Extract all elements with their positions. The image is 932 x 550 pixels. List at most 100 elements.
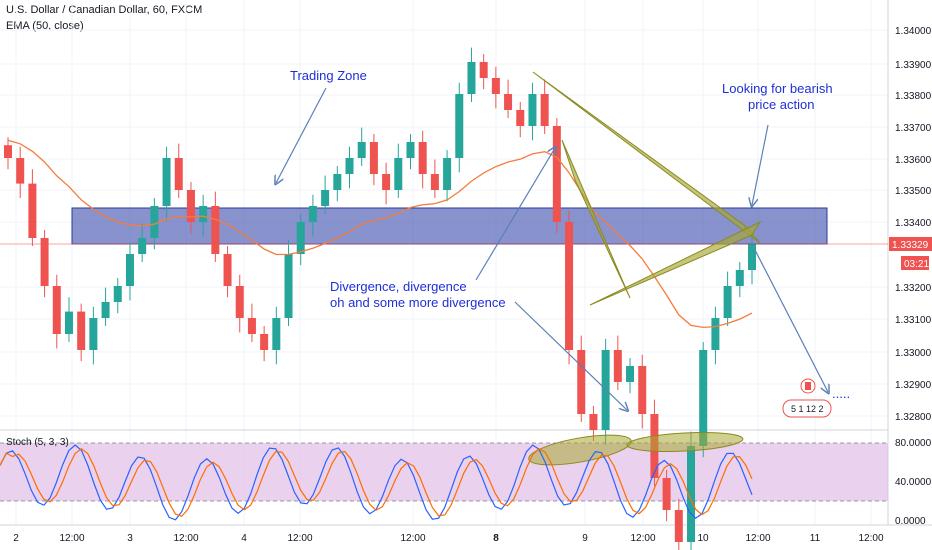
- ema-label: EMA (50, close): [6, 20, 84, 32]
- chart-title: U.S. Dollar / Canadian Dollar, 60, FXCM: [6, 4, 203, 16]
- candle-body: [113, 286, 122, 302]
- candle-body: [89, 318, 98, 350]
- countdown-badge: [901, 256, 929, 270]
- candle-body: [52, 286, 61, 334]
- candle-body: [382, 174, 391, 190]
- time-tick: 12:00: [400, 533, 425, 544]
- candle-body: [613, 350, 622, 382]
- arrow-divergence-down: [514, 301, 627, 410]
- candle-body: [516, 110, 525, 126]
- candle-body: [199, 206, 208, 222]
- candle-body: [211, 206, 220, 254]
- price-tick: 1.33200: [895, 283, 932, 294]
- candle-body: [406, 142, 415, 158]
- time-tick: 12:00: [745, 533, 770, 544]
- stoch-tick-40: 40.0000: [895, 477, 932, 488]
- price-tick: 1.33400: [895, 218, 932, 229]
- candle-body: [235, 286, 244, 318]
- us-events-badge[interactable]: [782, 399, 832, 418]
- last-price-label: 1.33329: [892, 240, 929, 251]
- time-tick: 12:00: [858, 533, 883, 544]
- candle-body: [308, 206, 317, 222]
- price-tick: 1.32800: [895, 412, 932, 423]
- ema-line: [7, 139, 753, 329]
- candle-body: [577, 350, 586, 414]
- divergence-triangle-left[interactable]: [561, 139, 631, 299]
- candle-body: [369, 142, 378, 174]
- candle-body: [284, 254, 293, 318]
- candle-body: [491, 78, 500, 94]
- candle-body: [662, 478, 671, 510]
- candle-body: [40, 238, 49, 286]
- candle-body: [77, 311, 86, 350]
- annotation-trading-zone: Trading Zone: [290, 68, 367, 83]
- annotation-bearish-1: Looking for bearish: [722, 81, 833, 96]
- candle-body: [748, 244, 756, 270]
- price-tick: 1.33000: [895, 348, 932, 359]
- candle-body: [272, 318, 281, 350]
- annotation-divergence-2: oh and some more divergence: [330, 295, 506, 310]
- candle-body: [138, 238, 147, 254]
- price-tick: 1.33100: [895, 315, 932, 326]
- canada-flag-mark: [805, 382, 811, 390]
- price-tick: 1.33600: [895, 155, 932, 166]
- candle-body: [296, 222, 305, 254]
- arrow-projection: [754, 249, 828, 392]
- arrow-bearish: [752, 124, 769, 205]
- time-tick: 12:00: [59, 533, 84, 544]
- candle-body: [723, 286, 732, 318]
- candle-body: [552, 126, 561, 222]
- events-counts: 5 1 12 2: [791, 404, 824, 414]
- annotation-bearish-2: price action: [748, 97, 814, 112]
- time-axis[interactable]: 2 12:00 3 12:00 4 12:00 12:00 8 9 12:00 10 12:00 11 1…: [13, 533, 884, 544]
- candle-body: [711, 318, 720, 350]
- last-price-badge: [889, 237, 932, 251]
- candle-body: [223, 254, 232, 286]
- candle-body: [345, 158, 354, 174]
- candle-body: [735, 270, 744, 286]
- projection-dots: .....: [832, 386, 850, 401]
- candle-body: [101, 302, 110, 318]
- candle-body: [528, 94, 537, 126]
- candle-body: [467, 62, 476, 94]
- time-tick: 11: [810, 533, 821, 544]
- candle-body: [162, 158, 171, 206]
- candle-body: [321, 190, 330, 206]
- stoch-band: [0, 443, 888, 501]
- candle-body: [687, 446, 696, 542]
- time-tick: 12:00: [173, 533, 198, 544]
- time-tick: 10: [697, 533, 709, 544]
- candle-body: [394, 158, 403, 190]
- candle-body: [589, 414, 598, 430]
- price-tick: 1.33500: [895, 186, 932, 197]
- candle-body: [260, 334, 269, 350]
- time-tick: 4: [241, 533, 247, 544]
- candle-body: [333, 174, 342, 190]
- time-tick: 12:00: [630, 533, 655, 544]
- trading-zone-box[interactable]: [71, 207, 828, 245]
- candle-body: [174, 158, 183, 190]
- candle-body: [357, 142, 366, 158]
- candle-body: [16, 158, 25, 184]
- stoch-tick-80: 80.0000: [895, 438, 932, 449]
- divergence-triangle-lower[interactable]: [589, 220, 762, 306]
- candle-body: [28, 183, 37, 238]
- candle-body: [638, 366, 647, 414]
- candle-body: [699, 350, 708, 446]
- candle-body: [247, 318, 256, 334]
- candle-body: [504, 94, 513, 110]
- time-tick: 9: [582, 533, 588, 544]
- candle-body: [626, 366, 635, 382]
- candle-body: [418, 142, 427, 174]
- arrow-divergence-up: [475, 148, 555, 281]
- arrow-trading-zone: [276, 87, 327, 183]
- stoch-ellipse-right[interactable]: [626, 430, 744, 454]
- price-tick: 1.33700: [895, 123, 932, 134]
- candle-body: [64, 311, 73, 334]
- candle-body: [540, 94, 549, 126]
- price-tick: 1.33900: [895, 60, 932, 71]
- annotation-divergence-1: Divergence, divergence: [330, 279, 467, 294]
- price-axis[interactable]: 1.34000 1.33900 1.33800 1.33700 1.33600 1.335…: [895, 26, 932, 423]
- candle-body: [443, 158, 452, 190]
